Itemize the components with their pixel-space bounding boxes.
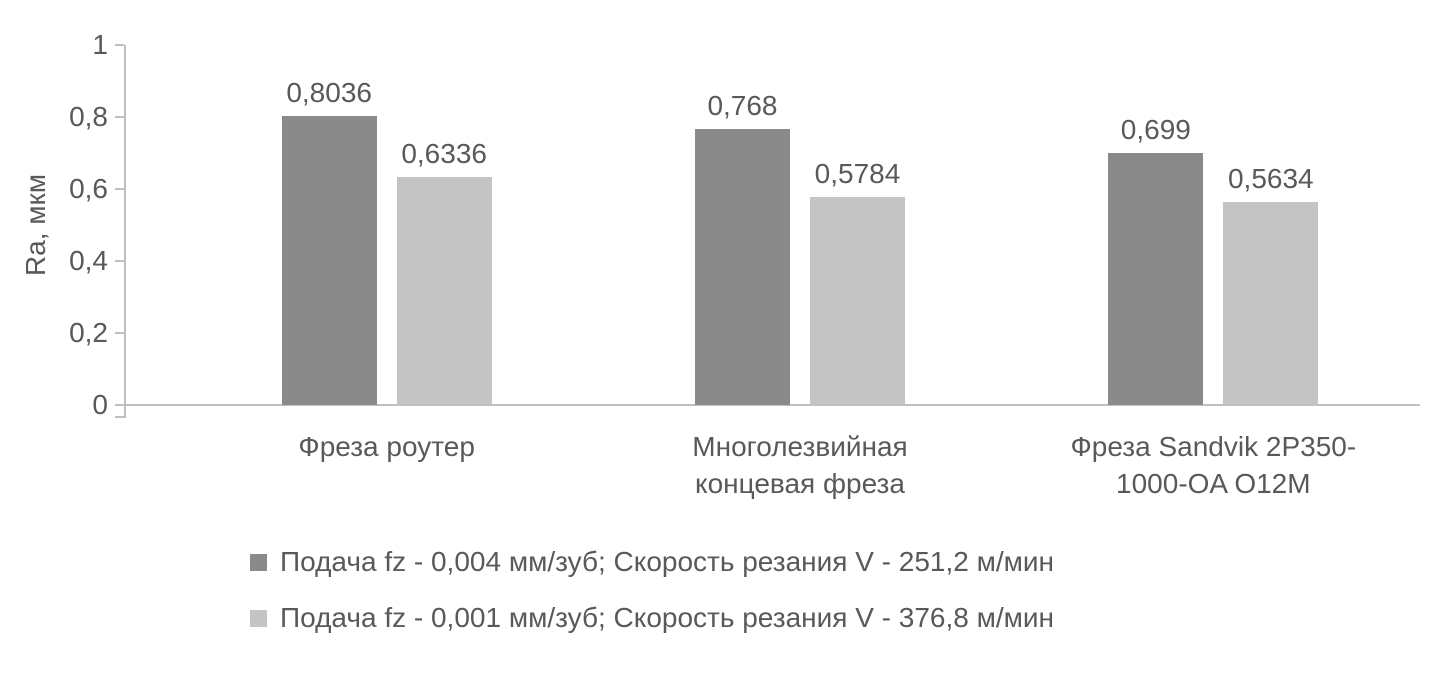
bar [694, 128, 790, 405]
y-tick-mark [115, 116, 124, 118]
value-label: 0,5784 [814, 157, 901, 189]
y-tick-mark [115, 332, 124, 334]
y-tick-mark [115, 44, 124, 46]
value-label: 0,8036 [286, 76, 372, 108]
category-label-line: концевая фреза [695, 468, 905, 499]
value-label: 0,5634 [1227, 163, 1314, 195]
category-label-line: Многолезвийная [692, 431, 908, 462]
y-tick-label: 1 [92, 29, 108, 60]
x-axis-line [124, 404, 1420, 406]
category-label: Многолезвийная концевая фреза [593, 428, 1006, 502]
legend-item: Подача fz - 0,001 мм/зуб; Скорость резан… [250, 602, 1054, 634]
category-label-line: Фреза Sandvik 2P350- [1070, 431, 1357, 462]
bar [1108, 153, 1204, 405]
bar [1223, 202, 1319, 405]
bar-group: 0,8036 0,6336 [180, 45, 593, 405]
bar-group: 0,768 0,5784 [593, 45, 1006, 405]
y-tick-mark [115, 188, 124, 190]
y-axis-line [124, 45, 126, 418]
legend-label: Подача fz - 0,001 мм/зуб; Скорость резан… [280, 602, 1055, 633]
category-label-line: Фреза роутер [298, 431, 475, 462]
category-label: Фреза роутер [180, 428, 593, 502]
legend: Подача fz - 0,004 мм/зуб; Скорость резан… [250, 546, 1054, 658]
category-axis-labels: Фреза роутер Многолезвийная концевая фреза… [180, 428, 1420, 502]
legend-swatch [250, 609, 267, 627]
plot-area: 0,8036 0,6336 0,768 0,5784 0,699 0,5634 [180, 45, 1420, 405]
bar [281, 115, 377, 405]
bar-with-label: 0,6336 [396, 137, 492, 405]
bar-with-label: 0,768 [694, 89, 790, 405]
value-label: 0,6336 [401, 137, 487, 169]
y-tick-label: 0,6 [69, 173, 108, 204]
y-tick-mark [115, 260, 124, 262]
y-tick-label: 0 [92, 389, 108, 420]
category-label: Фреза Sandvik 2P350- 1000-OA O12M [1007, 428, 1420, 502]
y-tick-label: 0,8 [69, 101, 108, 132]
bar-with-label: 0,5634 [1223, 163, 1319, 405]
legend-label: Подача fz - 0,004 мм/зуб; Скорость резан… [280, 546, 1055, 577]
bar [809, 196, 905, 405]
bar-with-label: 0,699 [1108, 114, 1204, 405]
bar-with-label: 0,8036 [281, 76, 377, 405]
bar-group: 0,699 0,5634 [1007, 45, 1420, 405]
legend-swatch [250, 553, 267, 571]
value-label: 0,699 [1120, 114, 1191, 146]
y-tick-label: 0,4 [69, 245, 108, 276]
value-label: 0,768 [707, 89, 778, 121]
bar-with-label: 0,5784 [809, 157, 905, 405]
y-tick-mark [115, 404, 124, 406]
y-tick-label: 0,2 [69, 317, 108, 348]
y-axis-end-tick-mark [115, 416, 124, 418]
legend-item: Подача fz - 0,004 мм/зуб; Скорость резан… [250, 546, 1054, 578]
category-label-line: 1000-OA O12M [1116, 468, 1311, 499]
bar [396, 176, 492, 405]
